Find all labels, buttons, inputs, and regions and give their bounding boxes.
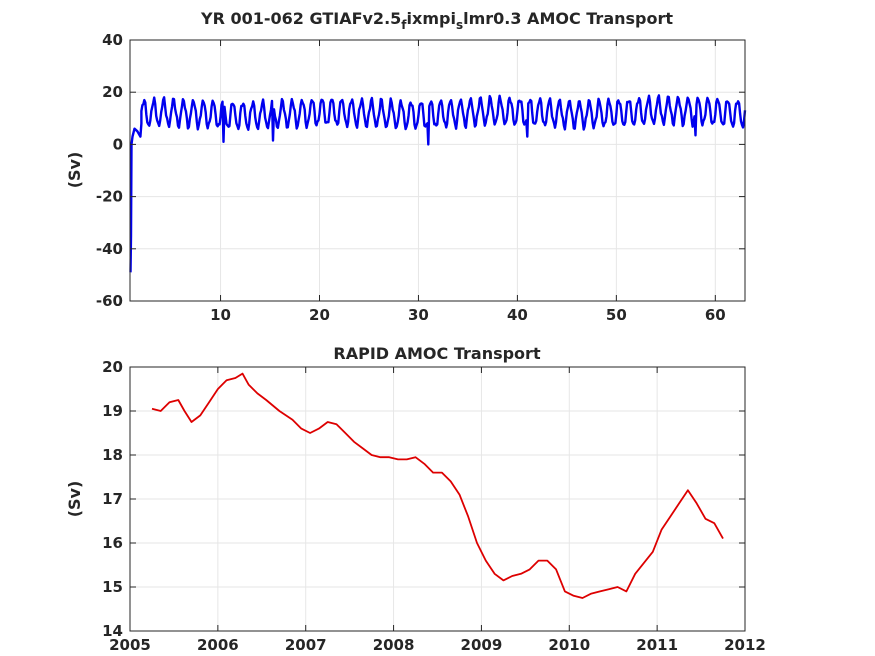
- x-tick-label: 2011: [636, 636, 678, 654]
- x-tick-label: 2009: [461, 636, 503, 654]
- x-tick-label: 2005: [109, 636, 151, 654]
- x-tick-label: 2012: [724, 636, 766, 654]
- y-tick-label: 20: [102, 358, 123, 376]
- chart-title: RAPID AMOC Transport: [333, 344, 541, 363]
- x-tick-label: 50: [606, 306, 627, 324]
- y-tick-label: -20: [96, 188, 123, 206]
- y-tick-label: 14: [102, 622, 123, 640]
- x-tick-label: 10: [210, 306, 231, 324]
- y-axis-label: (Sv): [65, 152, 84, 189]
- y-axis-label: (Sv): [65, 481, 84, 518]
- y-tick-label: 16: [102, 534, 123, 552]
- x-tick-label: 40: [507, 306, 528, 324]
- x-tick-label: 20: [309, 306, 330, 324]
- y-tick-label: 0: [113, 135, 123, 153]
- axes-frame: [129, 39, 746, 302]
- x-tick-label: 2007: [285, 636, 327, 654]
- x-tick-label: 2010: [548, 636, 590, 654]
- y-tick-label: 20: [102, 83, 123, 101]
- x-tick-label: 60: [705, 306, 726, 324]
- series-line: [151, 372, 724, 599]
- y-tick-label: 15: [102, 578, 123, 596]
- x-tick-label: 2008: [373, 636, 415, 654]
- plot-area: [130, 40, 745, 301]
- y-tick-label: 40: [102, 31, 123, 49]
- x-tick-label: 30: [408, 306, 429, 324]
- model-amoc-panel: YR 001-062 GTIAFv2.5fixmpislmr0.3 AMOC T…: [65, 9, 747, 324]
- y-tick-label: -40: [96, 240, 123, 258]
- chart-title: YR 001-062 GTIAFv2.5fixmpislmr0.3 AMOC T…: [200, 9, 673, 32]
- series-line: [129, 94, 747, 273]
- rapid-amoc-panel: RAPID AMOC Transport (Sv) 2005 2006 2007 20…: [65, 344, 766, 654]
- y-tick-label: 18: [102, 446, 123, 464]
- y-tick-label: 17: [102, 490, 123, 508]
- x-tick-label: 2006: [197, 636, 239, 654]
- y-tick-label: -60: [96, 292, 123, 310]
- y-tick-label: 19: [102, 402, 123, 420]
